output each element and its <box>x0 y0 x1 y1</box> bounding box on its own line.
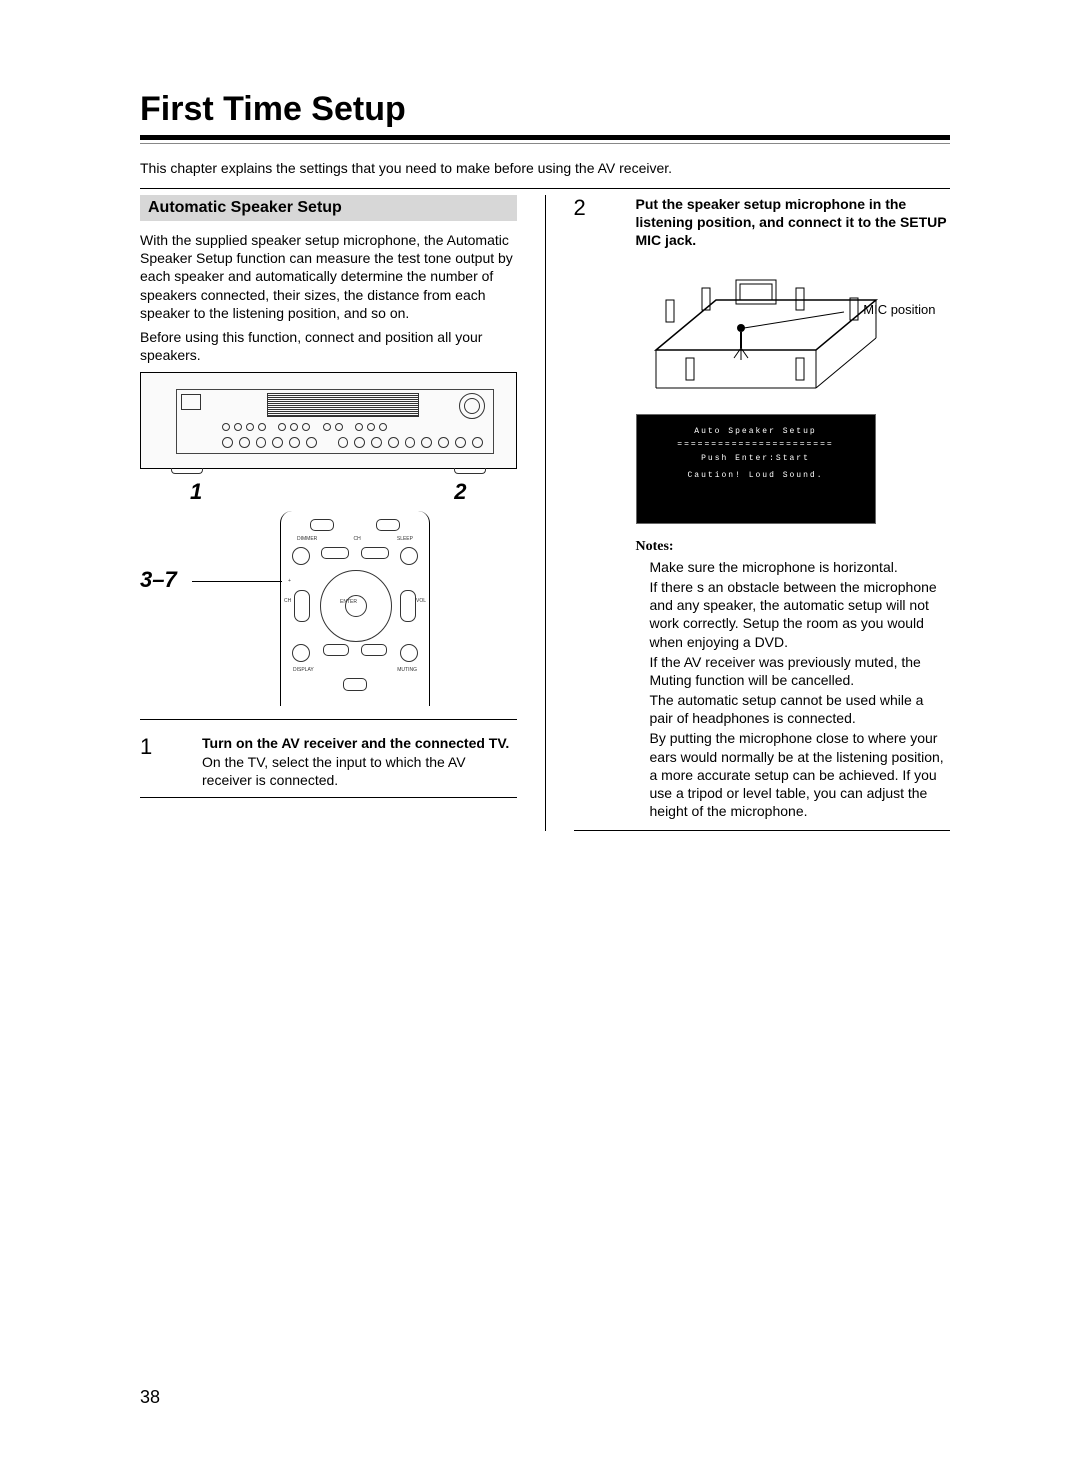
remote-dimmer-label: DIMMER <box>297 536 317 542</box>
room-layout-icon <box>646 260 886 390</box>
remote-ch-label-top: CH <box>353 536 360 542</box>
screen-line-4: Caution! Loud Sound. <box>651 469 861 483</box>
diagram-range-label: 3–7 <box>140 567 177 593</box>
step-rule-above-1 <box>140 719 517 720</box>
mic-position-label: MIC position <box>863 302 935 318</box>
step-1-number: 1 <box>140 734 184 789</box>
page-number: 38 <box>140 1387 160 1408</box>
left-column: Automatic Speaker Setup With the supplie… <box>140 195 517 831</box>
remote-muting-label: MUTING <box>397 667 417 673</box>
diagram-number-2: 2 <box>454 479 466 505</box>
intro-text: This chapter explains the settings that … <box>140 160 950 176</box>
remote-callout-line <box>192 581 282 582</box>
right-column: 2 Put the speaker setup microphone in th… <box>545 195 951 831</box>
remote-enter-label: ENTER <box>340 599 357 605</box>
notes-list: Make sure the microphone is horizontal. … <box>636 558 951 821</box>
step-2-number: 2 <box>574 195 618 822</box>
diagram-number-1: 1 <box>190 479 202 505</box>
remote-display-label: DISPLAY <box>293 667 314 673</box>
section-header-auto-setup: Automatic Speaker Setup <box>140 195 517 221</box>
remote-plus-icon: + <box>288 578 291 584</box>
note-3: If the AV receiver was previously muted,… <box>650 653 951 689</box>
page-title: First Time Setup <box>140 90 950 129</box>
step-2-title: Put the speaker setup microphone in the … <box>636 195 951 250</box>
divider <box>140 188 950 189</box>
two-column-layout: Automatic Speaker Setup With the supplie… <box>140 195 950 831</box>
title-rule-thick <box>140 135 950 140</box>
step-1-title: Turn on the AV receiver and the connecte… <box>202 734 517 752</box>
remote-ch-label: CH <box>284 598 291 604</box>
note-4: The automatic setup cannot be used while… <box>650 691 951 727</box>
screen-line-3: Push Enter:Start <box>651 452 861 466</box>
step-rule-below-1 <box>140 797 517 798</box>
note-5: By putting the microphone close to where… <box>650 729 951 820</box>
title-rule-thin <box>140 143 950 144</box>
remote-control-diagram: DIMMER CH SLEEP <box>280 511 430 706</box>
auto-setup-paragraph-1: With the supplied speaker setup micropho… <box>140 231 517 322</box>
step-rule-below-2 <box>574 830 951 831</box>
auto-setup-paragraph-2: Before using this function, connect and … <box>140 328 517 364</box>
tv-screen-readout: Auto Speaker Setup =====================… <box>636 414 876 524</box>
screen-line-2: ======================= <box>651 438 861 452</box>
notes-label: Notes: <box>636 538 951 556</box>
step-1: 1 Turn on the AV receiver and the connec… <box>140 734 517 789</box>
screen-line-1: Auto Speaker Setup <box>651 425 861 439</box>
remote-vol-label: VOL <box>416 598 426 604</box>
note-2: If there s an obstacle between the micro… <box>650 578 951 651</box>
remote-sleep-label: SLEEP <box>397 536 413 542</box>
step-1-body: On the TV, select the input to which the… <box>202 753 517 789</box>
step-2: 2 Put the speaker setup microphone in th… <box>574 195 951 822</box>
note-1: Make sure the microphone is horizontal. <box>650 558 951 576</box>
mic-position-diagram: MIC position <box>636 260 896 400</box>
remote-diagram-wrap: 3–7 DIMMER CH SLEEP <box>140 511 517 711</box>
diagram-number-row: 1 2 <box>140 469 517 505</box>
av-receiver-diagram <box>140 372 517 469</box>
